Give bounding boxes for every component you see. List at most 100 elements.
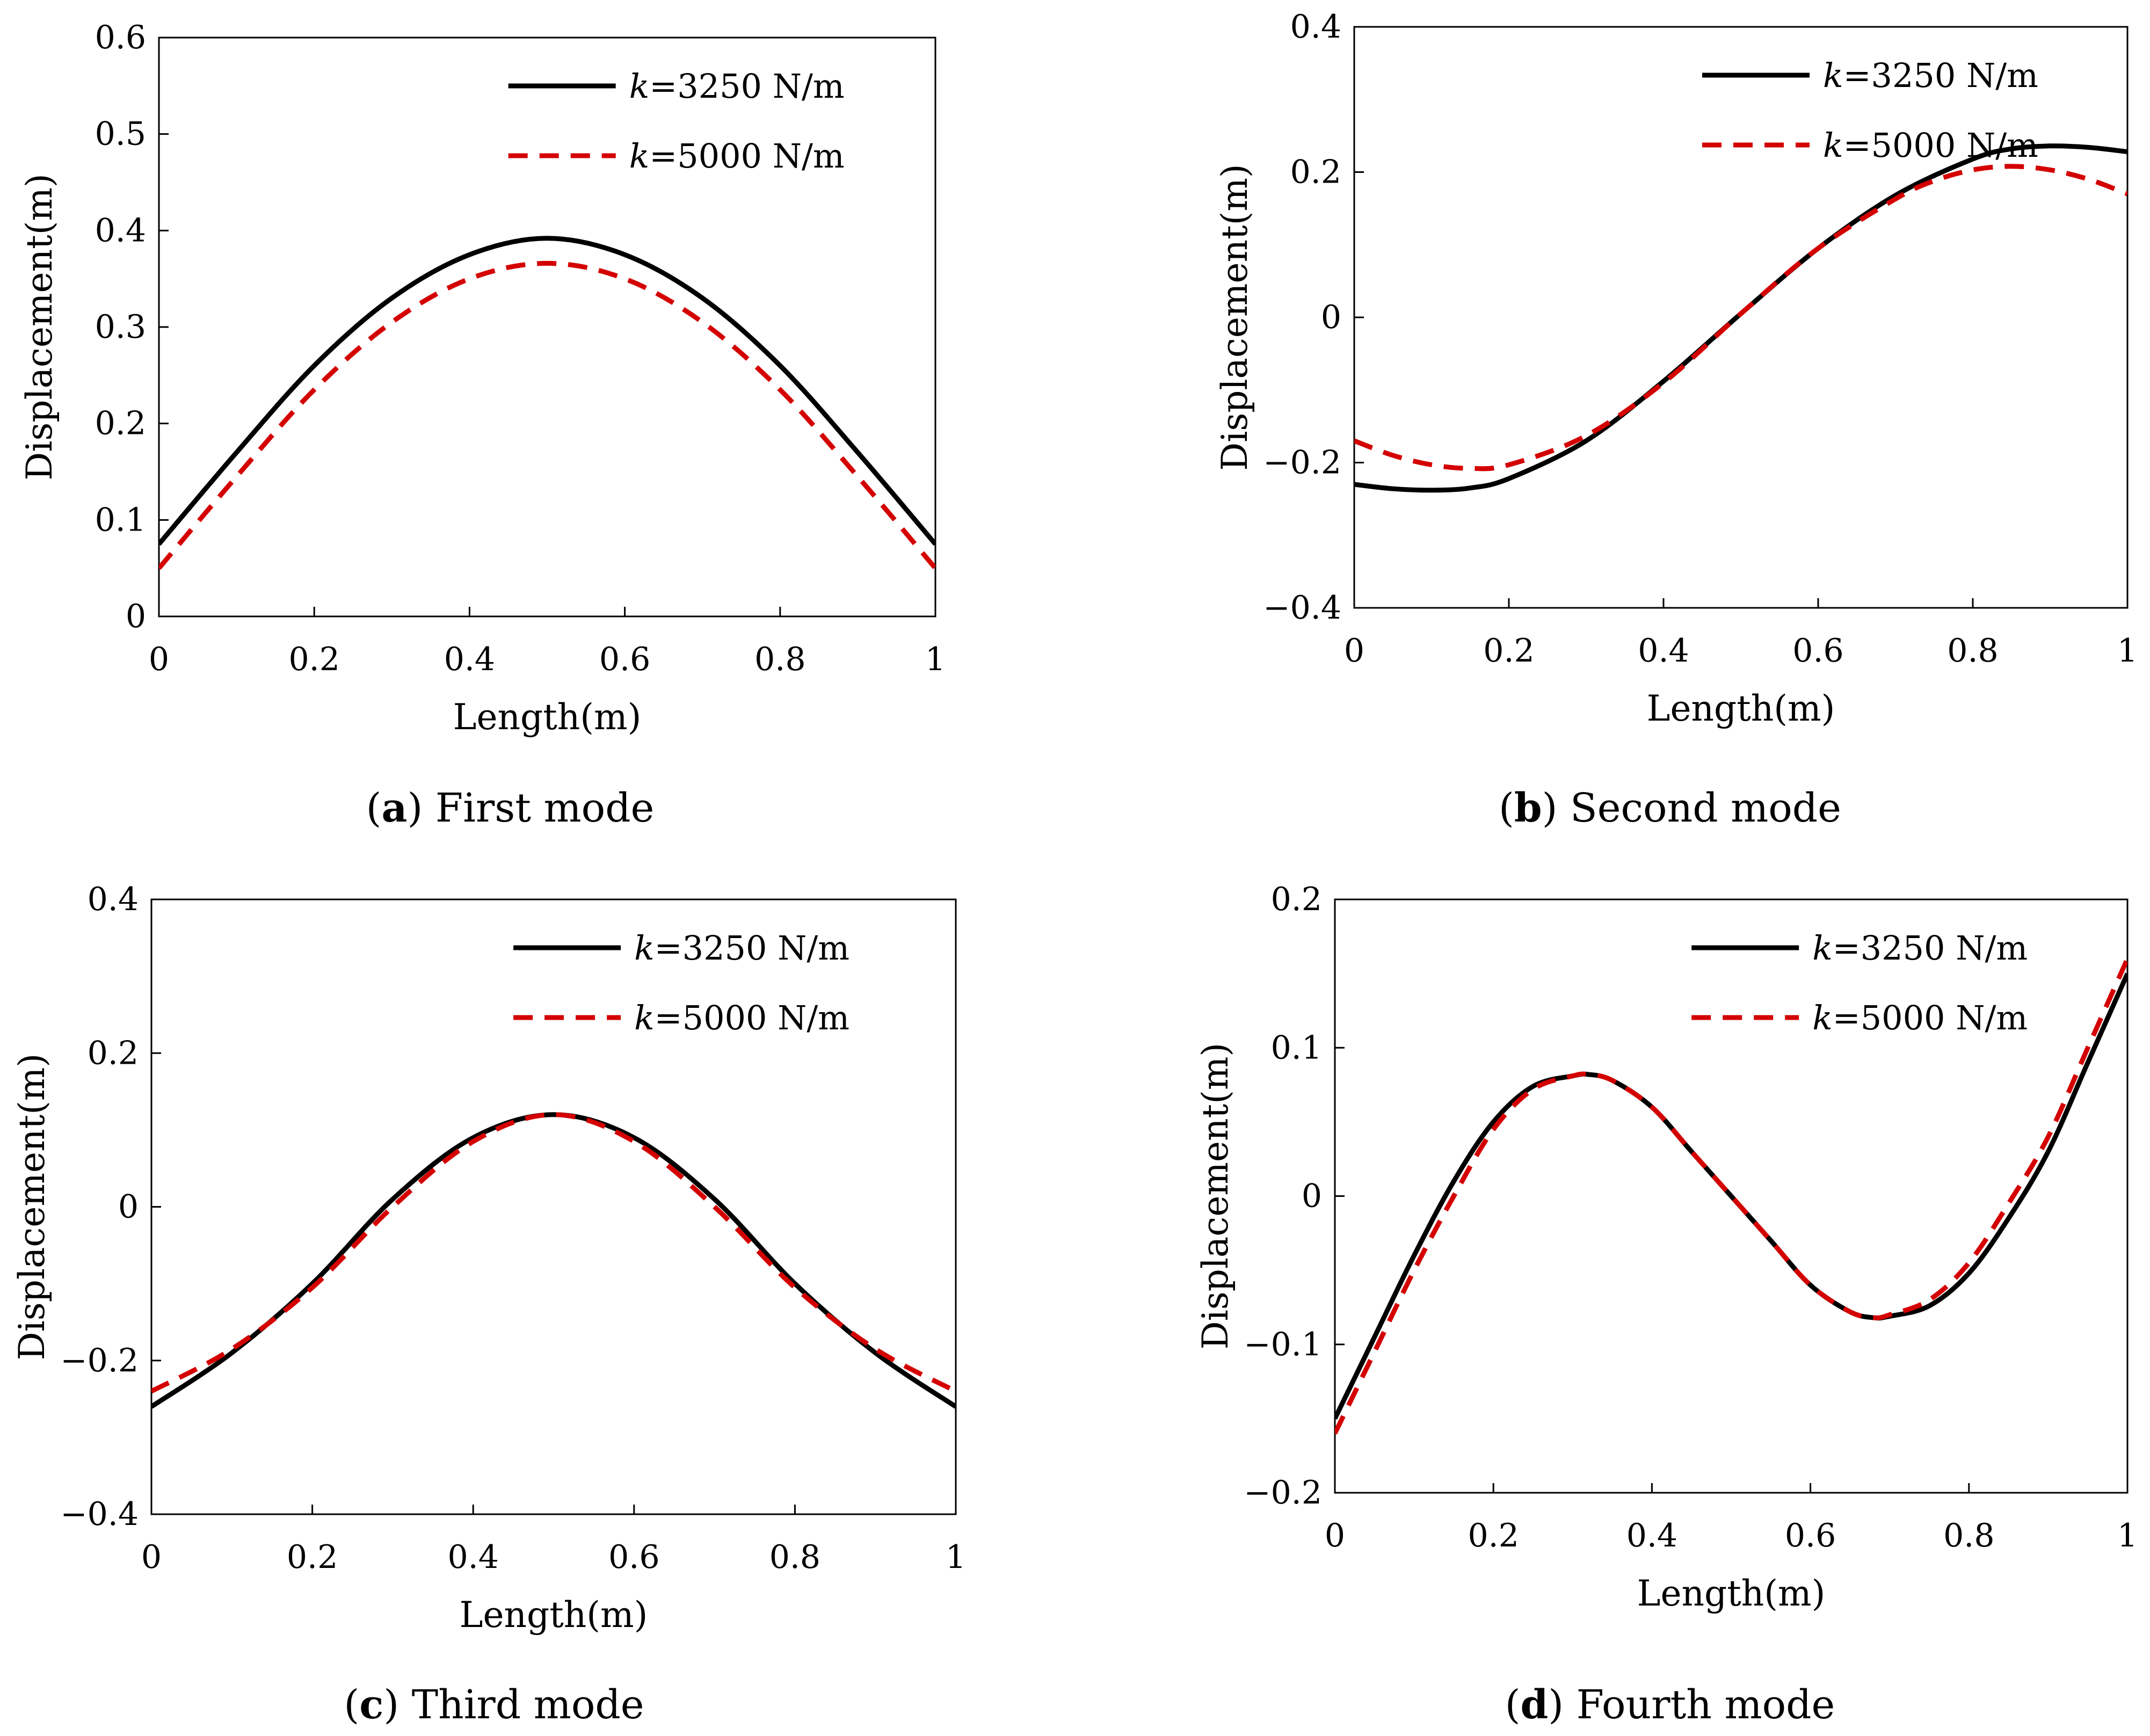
- x-axis-label: Length(m): [1647, 688, 1835, 729]
- y-tick-label: 0.5: [95, 115, 146, 153]
- series-line-2: [1354, 164, 2127, 471]
- legend-label-2: k=5000 N/m: [1823, 126, 2038, 165]
- series-line-1: [159, 236, 935, 546]
- legend-var: k: [1823, 56, 1843, 95]
- x-tick-label: 0.2: [1468, 1517, 1519, 1555]
- y-tick-label: 0: [126, 598, 146, 635]
- x-tick-label: 0.4: [444, 641, 495, 678]
- x-tick-label: 1: [946, 1538, 966, 1576]
- x-axis-label: Length(m): [453, 696, 642, 738]
- caption-d: (d) Fourth mode: [1505, 1682, 1835, 1728]
- y-axis-label: Displacement(m): [19, 173, 60, 480]
- y-tick-label: 0.4: [88, 881, 139, 918]
- y-axis-label: Displacement(m): [11, 1054, 53, 1360]
- y-tick-label: 0.1: [95, 501, 146, 539]
- y-tick-label: 0.2: [88, 1034, 139, 1072]
- y-tick-label: −0.4: [60, 1495, 139, 1533]
- legend-rest: =5000 N/m: [1833, 998, 2028, 1037]
- x-tick-label: 0: [1344, 632, 1364, 670]
- legend-var: k: [629, 67, 650, 106]
- y-tick-label: 0.3: [95, 308, 146, 346]
- x-tick-label: 0.2: [287, 1538, 338, 1576]
- legend-label-1: k=3250 N/m: [1812, 928, 2028, 968]
- y-tick-label: 0: [118, 1188, 139, 1226]
- plot-frame: [158, 37, 936, 618]
- x-axis-label: Length(m): [1637, 1573, 1826, 1614]
- y-tick-label: 0.6: [95, 19, 146, 56]
- y-tick-label: 0: [1302, 1178, 1322, 1215]
- legend-rest: =5000 N/m: [649, 136, 844, 176]
- x-tick-label: 0.2: [1483, 632, 1534, 670]
- y-axis-label: Displacement(m): [1214, 164, 1255, 470]
- x-tick-label: 0.6: [608, 1538, 659, 1576]
- legend-var: k: [634, 998, 655, 1037]
- x-tick-label: 1: [2117, 1517, 2138, 1555]
- x-tick-label: 0.2: [288, 641, 339, 678]
- y-tick-label: −0.2: [1244, 1474, 1322, 1512]
- x-tick-label: 0.4: [1626, 1517, 1677, 1555]
- caption-b: (b) Second mode: [1499, 785, 1841, 831]
- caption-open: (: [366, 785, 382, 831]
- series-line-2: [151, 1112, 956, 1393]
- y-tick-label: 0.2: [1290, 154, 1341, 191]
- x-tick-label: 0.6: [1792, 632, 1843, 670]
- series-line-1: [1335, 972, 2127, 1420]
- y-tick-label: 0.4: [95, 212, 146, 249]
- chart-panel-c: 0 0.2 0.4 0.6 0.8 1 −0.4 −0.2 0 0.2 0.4 Length(m) Di…: [11, 881, 966, 1728]
- series-line-1: [1354, 143, 2127, 493]
- y-axis-label: Displacement(m): [1195, 1043, 1236, 1349]
- caption-letter: a: [382, 785, 408, 831]
- caption-c: (c) Third mode: [344, 1682, 644, 1728]
- x-tick-label: 0.6: [1785, 1517, 1836, 1555]
- legend-rest: =3250 N/m: [649, 67, 844, 106]
- x-tick-label: 1: [925, 641, 946, 678]
- x-tick-label: 0: [1325, 1517, 1345, 1555]
- legend-label-2: k=5000 N/m: [634, 998, 849, 1037]
- legend-label-2: k=5000 N/m: [629, 136, 845, 176]
- caption-text: ) Third mode: [383, 1682, 644, 1728]
- caption-open: (: [1505, 1682, 1521, 1728]
- x-tick-label: 0.8: [1943, 1517, 1994, 1555]
- legend-var: k: [1812, 928, 1833, 968]
- legend-rest: =3250 N/m: [655, 928, 849, 968]
- x-tick-label: 0: [141, 1538, 162, 1576]
- x-tick-label: 0.8: [754, 641, 805, 678]
- plot-frame: [1353, 26, 2129, 609]
- caption-text: ) Second mode: [1542, 785, 1841, 831]
- plot-frame: [150, 898, 957, 1515]
- legend-var: k: [634, 928, 655, 968]
- caption-letter: d: [1521, 1682, 1549, 1728]
- caption-letter: b: [1514, 785, 1542, 831]
- y-tick-label: 0: [1321, 299, 1341, 336]
- x-tick-label: 0.8: [769, 1538, 820, 1576]
- legend-rest: =3250 N/m: [1843, 56, 2038, 95]
- chart-panel-d: 0 0.2 0.4 0.6 0.8 1 −0.2 −0.1 0 0.1 0.2 Length(m) Di…: [1195, 881, 2138, 1728]
- legend-rest: =5000 N/m: [1843, 126, 2038, 165]
- series-line-1: [151, 1112, 956, 1409]
- y-tick-label: −0.4: [1263, 589, 1341, 627]
- legend-label-1: k=3250 N/m: [634, 928, 849, 968]
- x-tick-label: 0.6: [599, 641, 650, 678]
- x-tick-label: 0: [149, 641, 169, 678]
- series-line-2: [159, 260, 935, 570]
- x-axis-label: Length(m): [460, 1594, 648, 1636]
- y-tick-label: 0.4: [1290, 8, 1341, 46]
- chart-panel-b: 0 0.2 0.4 0.6 0.8 1 −0.4 −0.2 0 0.2 0.4 Length(m) Di…: [1214, 8, 2138, 831]
- legend-label-1: k=3250 N/m: [1823, 56, 2038, 95]
- y-tick-label: −0.2: [1263, 444, 1341, 482]
- legend-label-2: k=5000 N/m: [1812, 998, 2028, 1037]
- caption-open: (: [1499, 785, 1514, 831]
- legend-var: k: [629, 136, 650, 176]
- x-tick-label: 0.4: [447, 1538, 498, 1576]
- caption-text: ) Fourth mode: [1548, 1682, 1835, 1728]
- y-tick-label: 0.2: [95, 405, 146, 442]
- caption-open: (: [344, 1682, 359, 1728]
- y-tick-label: 0.1: [1271, 1029, 1322, 1066]
- y-tick-label: −0.1: [1244, 1326, 1322, 1363]
- caption-a: (a) First mode: [366, 785, 655, 831]
- legend-label-1: k=3250 N/m: [629, 67, 845, 106]
- legend-rest: =3250 N/m: [1833, 928, 2028, 968]
- legend-rest: =5000 N/m: [655, 998, 849, 1037]
- caption-text: ) First mode: [407, 785, 654, 831]
